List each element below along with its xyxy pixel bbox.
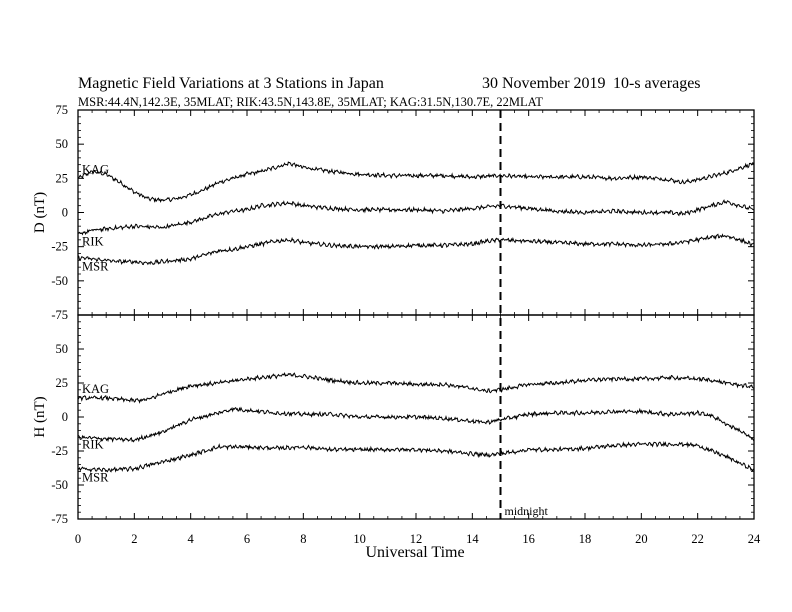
x-tick-label: 20 (635, 532, 648, 546)
x-tick-label: 2 (131, 532, 137, 546)
series-line-msr (77, 440, 755, 473)
chart-date: 30 November 2019 (482, 75, 606, 92)
series-label-kag: KAG (82, 162, 109, 176)
y-tick-label: 50 (56, 137, 69, 151)
y-tick-label: 25 (56, 376, 69, 390)
series-label-msr: MSR (82, 260, 109, 274)
x-tick-label: 4 (188, 532, 195, 546)
y-tick-label: 75 (56, 103, 69, 117)
declination-panel: 75 50 25 0 -25 -50 -75 D (nT) KAG RIK MSR (32, 103, 755, 322)
y-tick-label: -25 (51, 240, 68, 254)
x-axis-label: Universal Time (365, 544, 464, 561)
x-tick-label: 10 (353, 532, 366, 546)
y-axis-label: D (nT) (32, 192, 48, 233)
y-tick-label: 0 (62, 206, 68, 220)
y-tick-label: 25 (56, 171, 69, 185)
y-tick-label: -75 (51, 512, 68, 526)
x-axis: 0 2 4 6 8 10 12 14 16 18 20 22 24 (75, 532, 761, 546)
horizontal-panel: 50 25 0 -25 -50 -75 H (nT) KAG RIK MSR (32, 314, 755, 526)
y-tick-label: 50 (56, 342, 69, 356)
station-coordinates: MSR:44.4N,142.3E, 35MLAT; RIK:43.5N,143.… (78, 95, 543, 109)
series-line-msr (77, 233, 755, 266)
series-line-rik (77, 406, 755, 443)
series-line-rik (77, 199, 755, 236)
x-tick-label: 18 (579, 532, 592, 546)
series-line-kag (77, 371, 755, 404)
series-label-kag: KAG (82, 382, 109, 396)
y-tick-label: -25 (51, 444, 68, 458)
x-tick-label: 8 (300, 532, 306, 546)
chart-averaging: 10-s averages (613, 75, 701, 92)
series-line-kag (78, 161, 755, 204)
y-tick-label: 0 (62, 410, 68, 424)
y-tick-label: -50 (51, 478, 68, 492)
y-axis-label: H (nT) (32, 396, 48, 437)
x-tick-label: 12 (410, 532, 423, 546)
x-tick-label: 22 (691, 532, 704, 546)
y-tick-label: -75 (51, 308, 68, 322)
midnight-label: midnight (505, 504, 549, 518)
chart-title: Magnetic Field Variations at 3 Stations … (78, 75, 384, 92)
x-tick-label: 6 (244, 532, 250, 546)
series-label-rik: RIK (82, 234, 104, 248)
y-tick-label: -50 (51, 274, 68, 288)
series-label-rik: RIK (82, 437, 104, 451)
annotations: midnight (499, 110, 549, 519)
x-tick-label: 14 (466, 532, 479, 546)
x-tick-label: 0 (75, 532, 81, 546)
x-tick-label: 16 (522, 532, 535, 546)
series-label-msr: MSR (82, 471, 109, 485)
x-tick-label: 24 (748, 532, 761, 546)
